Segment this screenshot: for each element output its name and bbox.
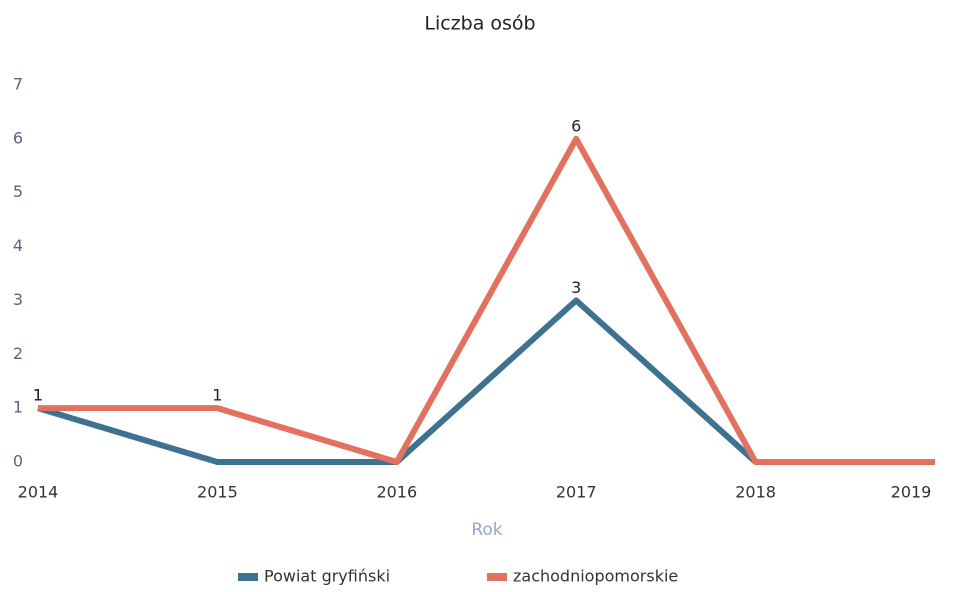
x-tick-label: 2018 [735,483,776,502]
legend-label: zachodniopomorskie [513,567,678,586]
x-tick-label: 2016 [376,483,417,502]
chart-title: Liczba osób [424,13,535,35]
y-tick-label: 6 [13,128,23,147]
series-line [37,297,758,465]
y-tick-label: 2 [13,344,23,363]
legend-label: Powiat gryfiński [264,567,390,586]
y-tick-label: 4 [13,236,23,255]
data-label: 6 [571,116,581,135]
series-line [38,135,935,465]
data-label: 1 [33,386,43,405]
x-tick-label: 2017 [556,483,597,502]
x-tick-label: 2019 [891,483,932,502]
legend-swatch [487,573,507,581]
x-tick-label: 2014 [18,483,59,502]
data-label: 1 [33,386,43,405]
y-tick-label: 7 [13,75,23,94]
data-label: 1 [212,386,222,405]
y-tick-label: 1 [13,398,23,417]
x-tick-label: 2015 [197,483,238,502]
data-label: 3 [571,278,581,297]
legend-swatch [238,573,258,581]
y-tick-label: 0 [13,452,23,471]
y-tick-label: 3 [13,290,23,309]
y-tick-label: 5 [13,182,23,201]
x-axis-title: Rok [471,520,502,540]
